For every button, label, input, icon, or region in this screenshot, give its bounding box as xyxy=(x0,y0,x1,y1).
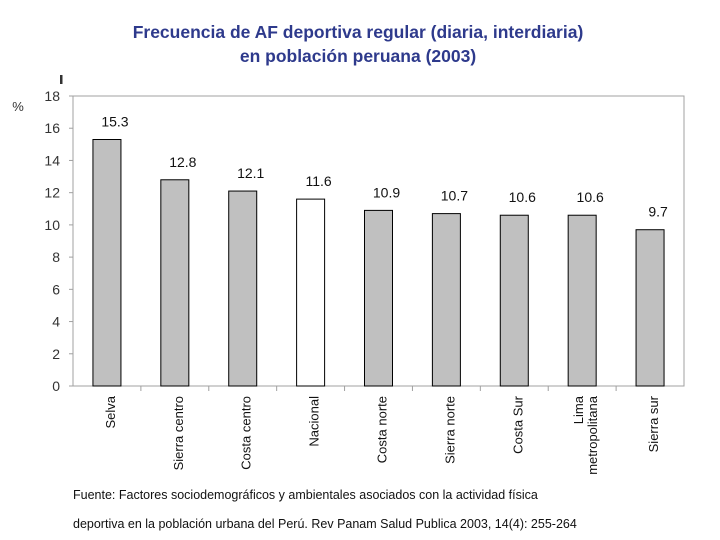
chart-title: Frecuencia de AF deportiva regular (diar… xyxy=(0,20,716,68)
x-tick-label-text: Sierra sur xyxy=(646,395,661,452)
data-label: 12.1 xyxy=(237,165,264,181)
x-tick-label: Selva xyxy=(103,395,118,428)
source-citation: Fuente: Factores sociodemográficos y amb… xyxy=(73,481,673,539)
y-tick-label: 16 xyxy=(44,120,60,136)
bar xyxy=(296,198,326,387)
x-tick-label-line: metropolitana xyxy=(585,395,600,475)
source-line-2: deportiva en la población urbana del Per… xyxy=(73,517,577,531)
x-tick-label-line: Nacional xyxy=(307,396,322,447)
x-tick-label-text: Limametropolitana xyxy=(571,395,600,475)
y-tick-label: 18 xyxy=(44,88,60,104)
x-tick-label-text: Costa Sur xyxy=(510,395,525,453)
x-tick-label-text: Costa centro xyxy=(239,396,254,470)
x-tick-label-line: Sierra norte xyxy=(442,396,457,464)
bar xyxy=(160,179,190,387)
x-tick-label-text: Nacional xyxy=(307,396,322,447)
x-tick-label: Nacional xyxy=(307,396,322,447)
x-tick-label-text: Sierra centro xyxy=(171,396,186,470)
x-tick-label: Sierra norte xyxy=(442,396,457,464)
y-tick-label: 12 xyxy=(44,185,60,201)
data-label: 9.7 xyxy=(648,204,668,220)
x-tick-label-line: Sierra sur xyxy=(646,395,661,452)
x-tick-label-line: Costa Sur xyxy=(510,395,525,453)
x-tick-label-line: Costa norte xyxy=(375,396,390,463)
x-tick-label: Sierra sur xyxy=(646,395,661,452)
bar xyxy=(499,214,529,387)
y-tick-label: 6 xyxy=(52,281,60,297)
y-tick-label: 0 xyxy=(52,378,60,394)
source-line-1: Fuente: Factores sociodemográficos y amb… xyxy=(73,488,538,502)
x-tick-label-text: Costa norte xyxy=(375,396,390,463)
y-tick-label: 2 xyxy=(52,346,60,362)
chart-title-line-2: en población peruana (2003) xyxy=(239,46,477,66)
data-label: 12.8 xyxy=(169,154,196,170)
x-tick-label: Costa norte xyxy=(375,396,390,463)
y-tick-label: 8 xyxy=(52,249,60,265)
y-axis-label: % xyxy=(12,99,24,114)
x-tick-label-text: Selva xyxy=(103,395,118,428)
data-label: 10.6 xyxy=(577,189,604,205)
y-tick-label: 14 xyxy=(44,152,60,168)
data-label: 10.9 xyxy=(373,184,400,200)
bar xyxy=(431,213,461,387)
data-label: 10.7 xyxy=(441,188,468,204)
data-label: 11.6 xyxy=(306,173,332,189)
y-tick-label: 10 xyxy=(44,217,60,233)
x-tick-label: Costa Sur xyxy=(510,395,525,453)
x-tick-label: Costa centro xyxy=(239,396,254,470)
bar xyxy=(92,139,122,387)
bar xyxy=(635,229,665,387)
bar xyxy=(567,214,597,387)
data-label: 15.3 xyxy=(101,114,128,130)
bar-chart: % 0 2 4 6 8 10 12 14 16 18 15.3 Selva 12.8 Sierra cent… xyxy=(12,75,685,475)
x-tick-label-line: Lima xyxy=(571,395,586,424)
data-label: 10.6 xyxy=(509,189,536,205)
y-tick-label: 4 xyxy=(52,314,60,330)
axis-top-mark xyxy=(60,75,63,84)
x-tick-label: Sierra centro xyxy=(171,396,186,470)
x-tick-label-text: Sierra norte xyxy=(442,396,457,464)
x-tick-label-line: Sierra centro xyxy=(171,396,186,470)
chart-title-line-1: Frecuencia de AF deportiva regular (diar… xyxy=(132,22,584,42)
x-tick-label-line: Costa centro xyxy=(239,396,254,470)
x-tick-label-line: Selva xyxy=(103,395,118,428)
x-tick-label: Limametropolitana xyxy=(571,395,600,475)
bar xyxy=(364,209,393,387)
bar xyxy=(228,190,258,387)
